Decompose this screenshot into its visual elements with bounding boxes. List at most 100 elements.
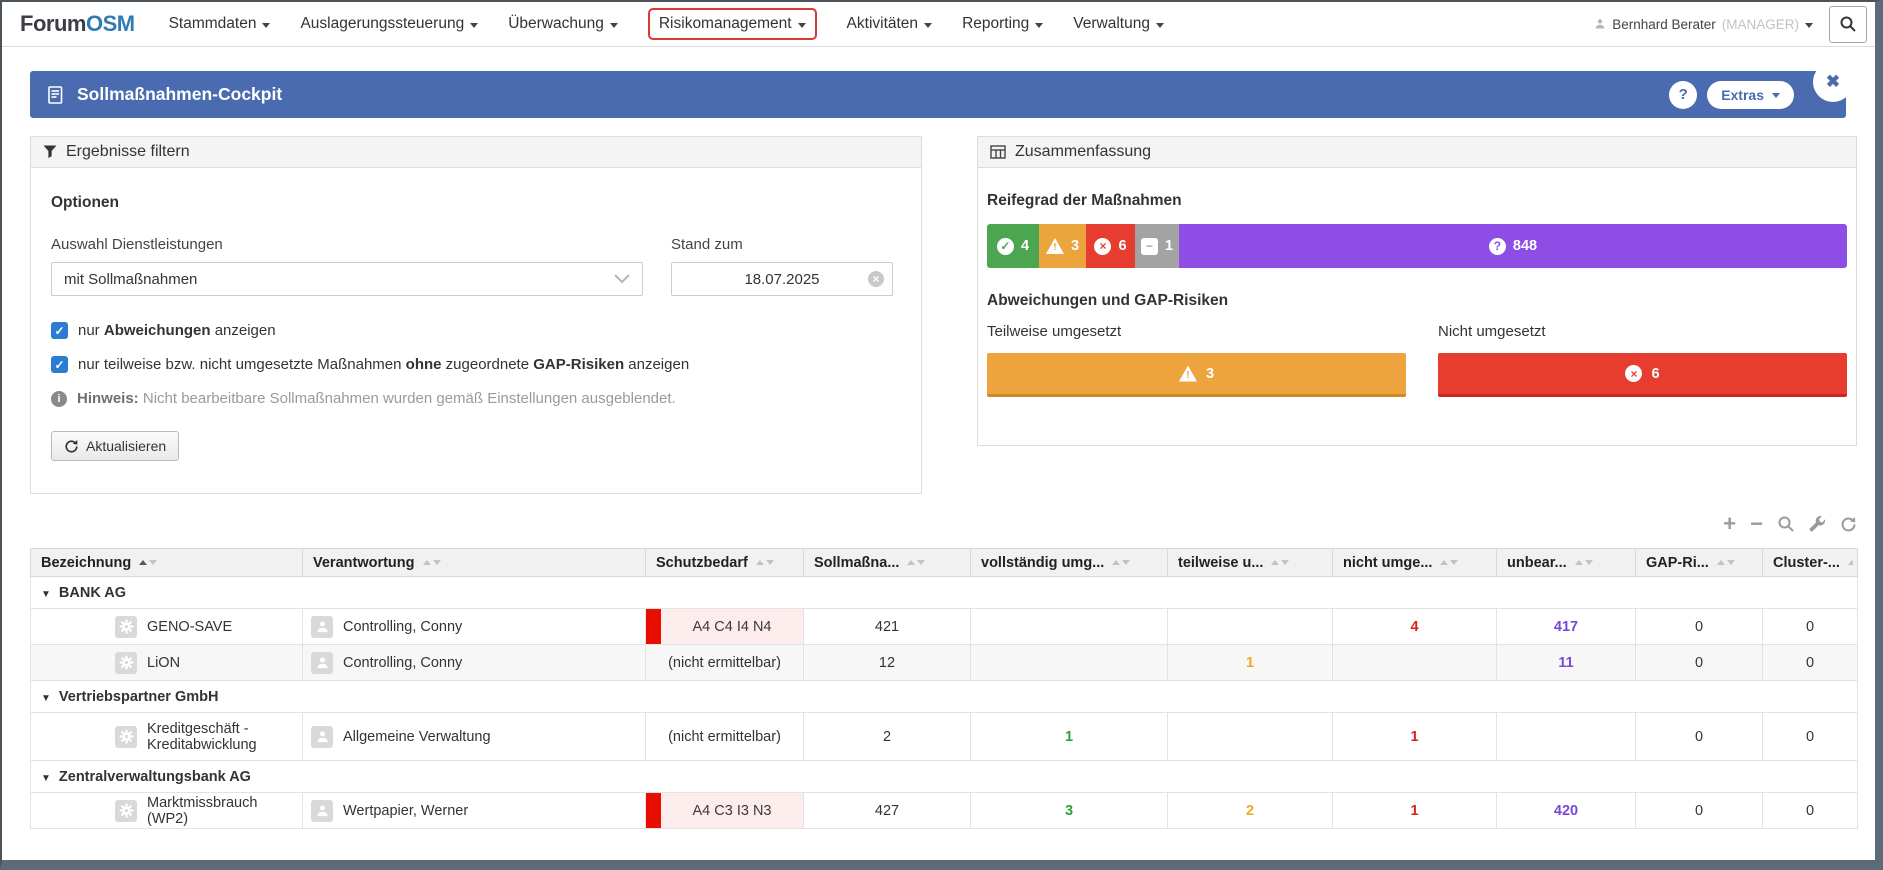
segment-teilweise-umgesetzt: ! 3 [1039, 224, 1086, 268]
help-button[interactable]: ? [1669, 81, 1697, 109]
soll-count: 2 [804, 713, 971, 761]
service-select-value: mit Sollmaßnahmen [64, 271, 197, 288]
info-icon: i [51, 391, 67, 407]
chevron-down-icon [470, 23, 478, 28]
table-search-button[interactable] [1777, 515, 1795, 533]
partial-count: 3 [1206, 366, 1214, 382]
gap-count: 0 [1636, 713, 1763, 761]
measures-table: Bezeichnung Verantwortung Schutzbedarf S… [30, 548, 1858, 829]
segment-unbearbeitet: ? 848 [1179, 224, 1847, 268]
service-gear-icon[interactable] [115, 652, 137, 674]
col-header-verantwortung[interactable]: Verantwortung [303, 549, 646, 577]
minus-icon: − [1750, 515, 1763, 533]
expand-all-button[interactable]: + [1723, 515, 1736, 533]
group-row-vertriebspartner[interactable]: ▼Vertriebspartner GmbH [31, 681, 1858, 713]
col-header-cluster[interactable]: Cluster-... [1763, 549, 1858, 577]
checkbox-gap-risiken[interactable]: ✓ nur teilweise bzw. nicht umgesetzte Ma… [51, 356, 901, 373]
col-header-nicht-umgesetzt[interactable]: nicht umge... [1333, 549, 1497, 577]
maturity-heading: Reifegrad der Maßnahmen [987, 192, 1847, 210]
wrench-icon [1809, 516, 1826, 533]
notimpl-count: 6 [1651, 366, 1659, 382]
x-circle-icon: × [1625, 365, 1642, 382]
refresh-button[interactable]: Aktualisieren [51, 431, 179, 461]
nav-item-reporting[interactable]: Reporting [962, 15, 1043, 33]
group-row-bank-ag[interactable]: ▼BANK AG [31, 577, 1858, 609]
collapse-triangle-icon[interactable]: ▼ [41, 773, 51, 784]
table-row[interactable]: Kreditgeschäft - Kreditabwicklung Allgem… [31, 713, 1858, 761]
nav-item-ueberwachung[interactable]: Überwachung [508, 15, 618, 33]
risk-color-swatch [646, 609, 661, 644]
col-header-sollmassnahmen[interactable]: Sollmaßna... [804, 549, 971, 577]
close-button[interactable]: ✖ [1813, 62, 1853, 102]
nav-item-aktivitaeten[interactable]: Aktivitäten [847, 15, 933, 33]
clear-date-icon[interactable]: × [868, 271, 884, 287]
col-header-schutzbedarf[interactable]: Schutzbedarf [646, 549, 804, 577]
question-circle-icon: ? [1489, 238, 1506, 255]
nav-item-auslagerungssteuerung[interactable]: Auslagerungssteuerung [300, 15, 478, 33]
unbearbeitet-count[interactable]: 417 [1497, 609, 1636, 645]
cluster-count: 0 [1763, 645, 1858, 681]
col-header-unbearbeitet[interactable]: unbear... [1497, 549, 1636, 577]
unbearbeitet-count[interactable]: 11 [1497, 645, 1636, 681]
sort-icons [1271, 560, 1289, 565]
teil-count [1168, 713, 1333, 761]
collapse-all-button[interactable]: − [1750, 515, 1763, 533]
col-header-bezeichnung[interactable]: Bezeichnung [31, 549, 303, 577]
segment-count: 1 [1165, 238, 1173, 254]
service-gear-icon[interactable] [115, 800, 137, 822]
search-button[interactable] [1829, 6, 1867, 43]
table-refresh-button[interactable] [1840, 516, 1857, 533]
table-settings-button[interactable] [1809, 516, 1826, 533]
table-row[interactable]: LiON Controlling, Conny (nicht ermittelb… [31, 645, 1858, 681]
schutzbedarf-value: A4 C3 I3 N3 [661, 793, 803, 828]
x-circle-icon: × [1094, 238, 1111, 255]
warning-triangle-icon: ! [1179, 366, 1197, 382]
person-icon [311, 616, 333, 638]
service-select[interactable]: mit Sollmaßnahmen [51, 262, 643, 296]
segment-count: 6 [1118, 238, 1126, 254]
chevron-down-icon [1156, 23, 1164, 28]
nav-item-risikomanagement[interactable]: Risikomanagement [648, 8, 817, 40]
voll-count: 1 [971, 713, 1168, 761]
partial-bar-label: Teilweise umgesetzt [987, 323, 1406, 340]
chevron-down-icon [1035, 23, 1043, 28]
maturity-stacked-bar: ✓ 4 ! 3 × 6 − 1 [987, 224, 1847, 268]
date-input[interactable]: 18.07.2025 × [671, 262, 893, 296]
extras-button[interactable]: Extras [1707, 81, 1794, 109]
service-gear-icon[interactable] [115, 616, 137, 638]
cluster-count: 0 [1763, 713, 1858, 761]
col-header-teilweise[interactable]: teilweise u... [1168, 549, 1333, 577]
unbearbeitet-count[interactable]: 420 [1497, 793, 1636, 829]
user-menu[interactable]: Bernhard Berater (MANAGER) [1594, 17, 1813, 32]
service-name[interactable]: LiON [147, 655, 180, 671]
app-window: ForumOSM Stammdaten Auslagerungssteuerun… [0, 0, 1883, 870]
checkbox-abweichungen-label: nur Abweichungen anzeigen [78, 322, 276, 339]
col-header-gap-risiken[interactable]: GAP-Ri... [1636, 549, 1763, 577]
partial-implemented-bar: ! 3 [987, 353, 1406, 397]
nav-item-stammdaten[interactable]: Stammdaten [169, 15, 271, 33]
nav-item-label: Aktivitäten [847, 15, 919, 33]
table-row[interactable]: Marktmissbrauch (WP2) Wertpapier, Werner… [31, 793, 1858, 829]
collapse-triangle-icon[interactable]: ▼ [41, 589, 51, 600]
service-gear-icon[interactable] [115, 726, 137, 748]
service-name[interactable]: Kreditgeschäft - Kreditabwicklung [147, 721, 294, 753]
unbearbeitet-count[interactable] [1497, 713, 1636, 761]
refresh-icon [64, 439, 79, 454]
nav-item-verwaltung[interactable]: Verwaltung [1073, 15, 1164, 33]
segment-nicht-bewertet: − 1 [1135, 224, 1179, 268]
nicht-count [1333, 645, 1497, 681]
checkbox-abweichungen[interactable]: ✓ nur Abweichungen anzeigen [51, 322, 901, 339]
sort-icons [1112, 560, 1130, 565]
service-name[interactable]: GENO-SAVE [147, 619, 232, 635]
close-icon: ✖ [1826, 72, 1840, 92]
service-name[interactable]: Marktmissbrauch (WP2) [147, 795, 294, 827]
chevron-down-icon [614, 274, 630, 284]
sort-icons [1440, 560, 1458, 565]
collapse-triangle-icon[interactable]: ▼ [41, 693, 51, 704]
table-row[interactable]: GENO-SAVE Controlling, Conny A4 C4 I4 N4… [31, 609, 1858, 645]
group-row-zentralverwaltungsbank[interactable]: ▼Zentralverwaltungsbank AG [31, 761, 1858, 793]
brand-logo[interactable]: ForumOSM [20, 11, 135, 37]
search-icon [1777, 515, 1795, 533]
person-icon [311, 800, 333, 822]
col-header-vollstaendig[interactable]: vollständig umg... [971, 549, 1168, 577]
